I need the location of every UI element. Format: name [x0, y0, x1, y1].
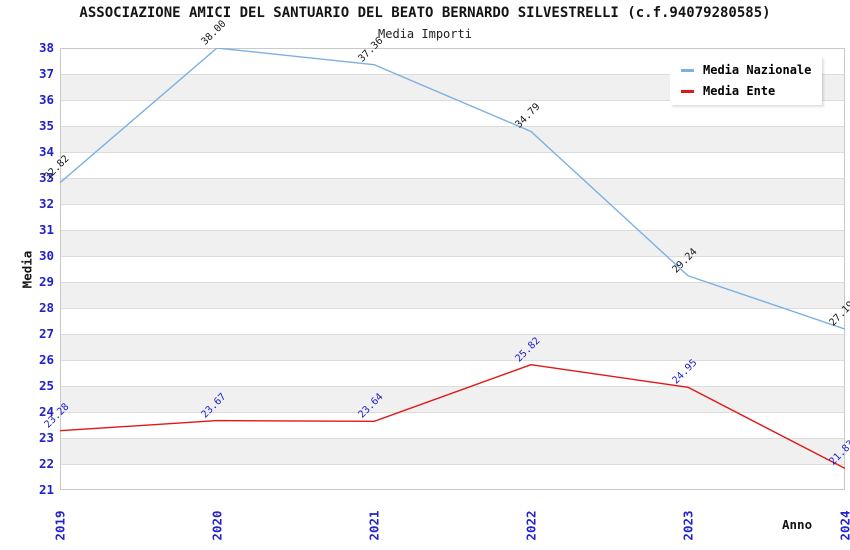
grid-band: [60, 386, 845, 412]
media-nazionale-line-swatch-icon: [681, 68, 694, 72]
y-tick-label: 30: [38, 248, 54, 263]
legend-label: Media Ente: [703, 84, 776, 98]
legend-label: Media Nazionale: [703, 63, 812, 77]
x-tick-label: 2023: [680, 510, 696, 541]
y-tick-label: 26: [38, 352, 54, 367]
x-tick-label: 2019: [52, 510, 68, 541]
grid-band: [60, 308, 845, 334]
y-tick-label: 36: [38, 92, 54, 107]
series-line-media-ente: [60, 363, 845, 470]
y-tick-label: 28: [38, 300, 54, 315]
y-tick-label: 24: [38, 404, 54, 419]
plot-area: [60, 48, 845, 490]
y-tick-label: 27: [38, 326, 54, 341]
x-tick-label: 2021: [366, 510, 382, 541]
grid-band: [60, 282, 845, 308]
y-tick-label: 33: [38, 170, 54, 185]
x-tick-label: 2024: [837, 510, 850, 541]
y-tick-label: 23: [38, 430, 54, 445]
plot-border: [60, 48, 845, 490]
legend-item-media-ente: Media Ente: [681, 84, 811, 98]
grid-band: [60, 334, 845, 360]
y-axis-title: Media: [19, 250, 35, 289]
x-axis-title: Anno: [782, 517, 813, 532]
y-tick-label: 31: [38, 222, 54, 237]
grid-band: [60, 464, 845, 490]
y-tick-label: 21: [38, 482, 54, 497]
y-tick-label: 35: [38, 118, 54, 133]
grid-band: [60, 152, 845, 178]
media-ente-line-swatch-icon: [681, 89, 694, 93]
x-tick-label: 2020: [209, 510, 225, 541]
y-tick-label: 34: [38, 144, 54, 159]
y-tick-label: 32: [38, 196, 54, 211]
grid-band: [60, 438, 845, 464]
y-tick-label: 37: [38, 66, 54, 81]
grid-band: [60, 178, 845, 204]
y-tick-label: 22: [38, 456, 54, 471]
grid-band: [60, 360, 845, 386]
series-line-media-nazionale: [60, 48, 845, 330]
grid-band: [60, 230, 845, 256]
x-tick-label: 2022: [523, 510, 539, 541]
y-tick-label: 29: [38, 274, 54, 289]
grid-band: [60, 204, 845, 230]
grid-band: [60, 412, 845, 438]
grid-band: [60, 126, 845, 152]
grid-band: [60, 256, 845, 282]
chart-legend: Media Nazionale Media Ente: [670, 56, 823, 105]
chart-title: ASSOCIAZIONE AMICI DEL SANTUARIO DEL BEA…: [79, 5, 771, 21]
legend-item-media-nazionale: Media Nazionale: [681, 63, 811, 77]
y-tick-label: 38: [38, 40, 54, 55]
chart-subtitle: Media Importi: [378, 27, 472, 41]
y-tick-label: 25: [38, 378, 54, 393]
